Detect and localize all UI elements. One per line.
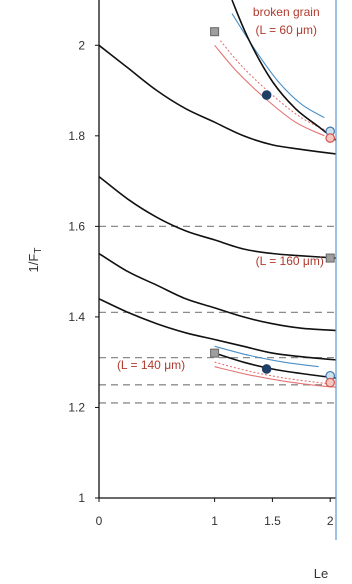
annotation-1: (L = 60 μm) bbox=[256, 23, 318, 37]
marker-square-4 bbox=[325, 253, 335, 263]
marker-square-0 bbox=[210, 27, 220, 37]
annotation-0: broken grain bbox=[253, 5, 320, 19]
y-tick-label-3: 1.6 bbox=[68, 219, 85, 233]
markers bbox=[210, 27, 336, 388]
x-tick-label-2: 1.5 bbox=[264, 514, 281, 528]
curve-2 bbox=[99, 175, 336, 259]
y-tick-label-2: 1.4 bbox=[68, 310, 85, 324]
companion-curve-1 bbox=[214, 44, 325, 137]
axes bbox=[95, 0, 337, 540]
x-tick-label-1: 1 bbox=[211, 514, 218, 528]
companion-curve-2 bbox=[219, 40, 329, 132]
companion-curves bbox=[214, 13, 336, 388]
y-tick-label-0: 1 bbox=[78, 491, 85, 505]
marker-circle-6 bbox=[261, 364, 272, 374]
tick-labels: 11.21.41.61.820 1 1.5 2 bbox=[68, 38, 334, 528]
curve-5 bbox=[214, 352, 336, 379]
reference-lines bbox=[99, 225, 336, 404]
curve-1 bbox=[99, 44, 336, 155]
annotations: broken grain (L = 60 μm) (L = 160 μm) (L = … bbox=[117, 5, 324, 372]
y-tick-label-5: 2 bbox=[78, 38, 85, 52]
companion-curve-4 bbox=[214, 361, 336, 386]
marker-circle-1 bbox=[261, 90, 272, 100]
marker-square-5 bbox=[210, 348, 220, 358]
y-tick-label-1: 1.2 bbox=[68, 400, 85, 414]
x-axis-title: Le bbox=[314, 566, 328, 581]
curves bbox=[99, 0, 336, 379]
annotation-2: (L = 160 μm) bbox=[256, 254, 324, 268]
annotation-3: (L = 140 μm) bbox=[117, 358, 185, 372]
x-tick-label-3: 2 bbox=[327, 514, 334, 528]
marker-circle-3 bbox=[325, 133, 336, 143]
curve-4 bbox=[99, 298, 336, 361]
y-axis-title: 1/FT bbox=[26, 248, 44, 273]
companion-curve-3 bbox=[214, 345, 319, 368]
x-tick-label-0: 0 bbox=[96, 514, 103, 528]
curve-0 bbox=[231, 0, 336, 141]
y-tick-label-4: 1.8 bbox=[68, 129, 85, 143]
companion-curve-5 bbox=[214, 366, 336, 388]
marker-circle-8 bbox=[325, 377, 336, 388]
curve-3 bbox=[99, 252, 336, 332]
